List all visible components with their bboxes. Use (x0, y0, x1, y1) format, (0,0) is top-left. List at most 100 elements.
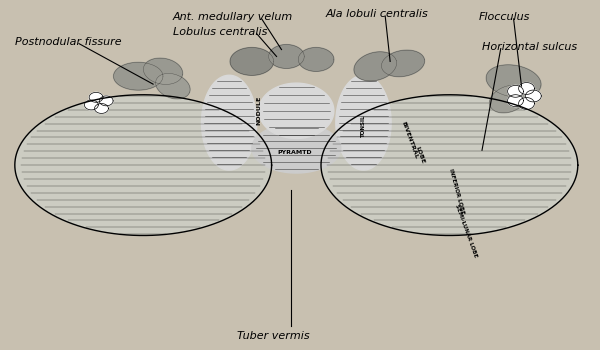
Polygon shape (321, 95, 578, 236)
Polygon shape (286, 103, 307, 119)
Text: Lobulus centralis: Lobulus centralis (173, 27, 267, 37)
Polygon shape (393, 134, 506, 196)
Polygon shape (359, 116, 367, 130)
Text: BIVENTRAL: BIVENTRAL (401, 121, 419, 160)
Polygon shape (352, 112, 547, 218)
Polygon shape (51, 114, 236, 216)
Polygon shape (493, 88, 524, 111)
Polygon shape (526, 90, 541, 102)
Polygon shape (354, 52, 397, 81)
Polygon shape (500, 73, 527, 89)
Text: SEMI-LUNAR LOBE: SEMI-LUNAR LOBE (454, 204, 478, 259)
Polygon shape (301, 50, 331, 69)
Polygon shape (499, 92, 518, 106)
Polygon shape (336, 75, 391, 170)
Text: Flocculus: Flocculus (479, 12, 530, 22)
Polygon shape (264, 87, 328, 134)
Polygon shape (33, 105, 254, 226)
Polygon shape (272, 47, 301, 66)
Polygon shape (19, 97, 267, 233)
Polygon shape (365, 59, 386, 74)
Polygon shape (143, 58, 182, 84)
Polygon shape (269, 91, 323, 131)
Polygon shape (248, 59, 256, 64)
Polygon shape (490, 85, 528, 113)
Text: Tuber vermis: Tuber vermis (237, 331, 310, 341)
Text: Postnodular fissure: Postnodular fissure (15, 37, 121, 47)
Polygon shape (382, 50, 424, 77)
Polygon shape (486, 65, 541, 97)
Polygon shape (245, 57, 259, 66)
Polygon shape (87, 134, 200, 196)
Polygon shape (291, 107, 302, 115)
Polygon shape (225, 116, 233, 130)
Polygon shape (73, 127, 213, 203)
Polygon shape (278, 50, 295, 62)
Polygon shape (361, 117, 538, 214)
Polygon shape (357, 114, 542, 216)
Polygon shape (15, 95, 272, 236)
Polygon shape (118, 65, 159, 88)
Polygon shape (491, 68, 536, 95)
Polygon shape (60, 119, 227, 211)
Polygon shape (89, 92, 103, 102)
Text: TONSIL: TONSIL (361, 114, 366, 137)
Polygon shape (230, 48, 274, 75)
Polygon shape (509, 78, 518, 84)
Polygon shape (161, 78, 184, 94)
Polygon shape (339, 105, 560, 226)
Polygon shape (164, 80, 181, 92)
Polygon shape (496, 70, 532, 92)
Polygon shape (388, 132, 511, 198)
Polygon shape (238, 52, 266, 71)
Polygon shape (113, 62, 163, 90)
Polygon shape (334, 102, 565, 228)
Polygon shape (505, 97, 512, 101)
Polygon shape (283, 55, 289, 58)
Polygon shape (55, 117, 231, 214)
Polygon shape (214, 96, 245, 150)
Polygon shape (372, 64, 379, 69)
Polygon shape (259, 83, 334, 139)
Polygon shape (217, 102, 241, 143)
Polygon shape (358, 54, 393, 78)
Polygon shape (28, 102, 258, 228)
Polygon shape (170, 84, 176, 88)
Polygon shape (155, 74, 190, 99)
Polygon shape (402, 139, 497, 191)
Polygon shape (368, 62, 382, 71)
Polygon shape (126, 69, 151, 83)
Polygon shape (392, 57, 414, 70)
Polygon shape (385, 52, 421, 75)
Polygon shape (46, 112, 240, 218)
Text: LOBE: LOBE (415, 146, 425, 164)
Polygon shape (307, 54, 325, 65)
Polygon shape (158, 76, 187, 97)
Polygon shape (347, 96, 379, 150)
Polygon shape (313, 57, 319, 61)
Polygon shape (325, 97, 574, 233)
Polygon shape (69, 124, 218, 206)
Polygon shape (281, 52, 292, 61)
Text: INFERIOR LOBE: INFERIOR LOBE (448, 168, 465, 215)
Text: Ant. medullary velum: Ant. medullary velum (173, 12, 293, 22)
Polygon shape (146, 60, 179, 82)
Polygon shape (397, 136, 502, 194)
Polygon shape (24, 100, 263, 231)
Polygon shape (370, 122, 529, 208)
Polygon shape (298, 48, 334, 71)
Polygon shape (304, 51, 328, 67)
Text: NODULE: NODULE (256, 96, 261, 125)
Polygon shape (64, 122, 222, 208)
Polygon shape (209, 89, 249, 156)
Polygon shape (496, 90, 521, 108)
Polygon shape (160, 69, 166, 74)
Polygon shape (205, 82, 253, 163)
Polygon shape (375, 124, 524, 206)
Polygon shape (310, 56, 322, 63)
Polygon shape (352, 102, 376, 143)
Polygon shape (78, 129, 209, 201)
Polygon shape (100, 141, 186, 189)
Polygon shape (348, 110, 551, 221)
Text: Horizontal sulcus: Horizontal sulcus (482, 42, 577, 51)
